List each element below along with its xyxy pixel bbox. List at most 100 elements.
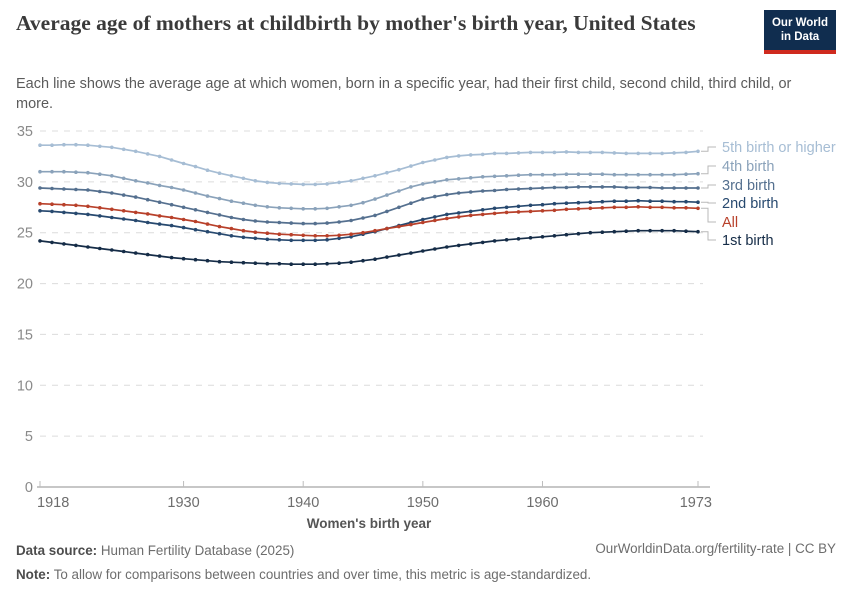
data-point[interactable] bbox=[672, 186, 676, 190]
data-point[interactable] bbox=[397, 224, 401, 229]
data-point[interactable] bbox=[588, 185, 593, 189]
data-point[interactable] bbox=[277, 261, 282, 266]
data-point[interactable] bbox=[325, 234, 329, 238]
data-point[interactable] bbox=[540, 202, 545, 207]
data-point[interactable] bbox=[121, 249, 126, 254]
data-point[interactable] bbox=[492, 211, 497, 216]
data-point[interactable] bbox=[157, 200, 162, 204]
data-point[interactable] bbox=[409, 201, 413, 205]
data-point[interactable] bbox=[157, 154, 162, 159]
data-point[interactable] bbox=[62, 210, 66, 215]
data-point[interactable] bbox=[624, 151, 628, 156]
data-point[interactable] bbox=[145, 181, 150, 185]
data-point[interactable] bbox=[337, 205, 341, 209]
data-point[interactable] bbox=[552, 201, 557, 206]
data-point[interactable] bbox=[456, 177, 461, 181]
data-point[interactable] bbox=[253, 203, 258, 208]
data-point[interactable] bbox=[277, 181, 282, 186]
data-point[interactable] bbox=[456, 211, 461, 215]
data-point[interactable] bbox=[648, 151, 652, 156]
data-point[interactable] bbox=[696, 206, 700, 211]
data-point[interactable] bbox=[241, 217, 246, 222]
data-point[interactable] bbox=[38, 239, 42, 243]
data-point[interactable] bbox=[504, 205, 509, 210]
data-point[interactable] bbox=[205, 168, 210, 172]
data-point[interactable] bbox=[588, 230, 593, 235]
data-point[interactable] bbox=[62, 187, 66, 191]
series-all[interactable] bbox=[38, 201, 700, 238]
data-point[interactable] bbox=[361, 176, 365, 181]
data-point[interactable] bbox=[121, 217, 126, 221]
data-point[interactable] bbox=[445, 245, 449, 249]
data-point[interactable] bbox=[540, 209, 545, 213]
data-point[interactable] bbox=[660, 151, 664, 156]
data-point[interactable] bbox=[217, 171, 222, 175]
legend-label-4th-birth[interactable]: 4th birth bbox=[722, 159, 774, 175]
data-point[interactable] bbox=[433, 247, 437, 251]
data-point[interactable] bbox=[253, 179, 258, 183]
data-point[interactable] bbox=[540, 150, 545, 155]
data-point[interactable] bbox=[648, 199, 652, 203]
data-point[interactable] bbox=[229, 226, 234, 231]
data-point[interactable] bbox=[301, 238, 306, 243]
data-point[interactable] bbox=[540, 235, 545, 239]
data-point[interactable] bbox=[528, 236, 533, 240]
data-point[interactable] bbox=[636, 172, 640, 177]
series-4th-birth[interactable] bbox=[38, 169, 700, 211]
data-point[interactable] bbox=[133, 149, 138, 154]
data-point[interactable] bbox=[86, 204, 90, 209]
data-point[interactable] bbox=[38, 169, 42, 174]
data-point[interactable] bbox=[181, 188, 186, 192]
data-point[interactable] bbox=[612, 172, 617, 177]
data-point[interactable] bbox=[696, 149, 700, 154]
data-point[interactable] bbox=[253, 261, 258, 266]
data-point[interactable] bbox=[492, 188, 497, 193]
data-point[interactable] bbox=[636, 151, 640, 156]
data-point[interactable] bbox=[504, 238, 509, 242]
series-line[interactable] bbox=[39, 199, 699, 242]
data-point[interactable] bbox=[253, 219, 258, 223]
data-point[interactable] bbox=[564, 172, 569, 176]
data-point[interactable] bbox=[684, 229, 688, 233]
data-point[interactable] bbox=[552, 150, 557, 155]
data-point[interactable] bbox=[289, 238, 294, 243]
data-point[interactable] bbox=[289, 232, 294, 237]
data-point[interactable] bbox=[169, 185, 174, 190]
data-point[interactable] bbox=[445, 192, 449, 197]
data-point[interactable] bbox=[169, 223, 174, 228]
data-point[interactable] bbox=[325, 261, 329, 266]
data-point[interactable] bbox=[492, 174, 497, 179]
data-point[interactable] bbox=[660, 205, 664, 210]
data-point[interactable] bbox=[672, 199, 676, 204]
data-point[interactable] bbox=[456, 243, 461, 248]
data-point[interactable] bbox=[456, 215, 461, 219]
data-point[interactable] bbox=[265, 237, 270, 242]
legend-label-1st-birth[interactable]: 1st birth bbox=[722, 233, 774, 249]
data-point[interactable] bbox=[110, 145, 114, 150]
data-point[interactable] bbox=[313, 262, 318, 267]
data-point[interactable] bbox=[397, 167, 401, 172]
data-point[interactable] bbox=[552, 208, 557, 213]
data-point[interactable] bbox=[373, 213, 377, 218]
data-point[interactable] bbox=[684, 186, 688, 190]
data-point[interactable] bbox=[516, 237, 521, 241]
data-point[interactable] bbox=[265, 231, 270, 235]
data-point[interactable] bbox=[86, 170, 90, 175]
data-point[interactable] bbox=[516, 187, 521, 191]
data-point[interactable] bbox=[98, 206, 102, 210]
data-point[interactable] bbox=[456, 191, 461, 195]
data-point[interactable] bbox=[480, 189, 485, 193]
data-point[interactable] bbox=[74, 142, 78, 147]
data-point[interactable] bbox=[241, 235, 246, 240]
data-point[interactable] bbox=[660, 186, 664, 190]
data-point[interactable] bbox=[349, 235, 353, 239]
data-point[interactable] bbox=[98, 214, 102, 218]
data-point[interactable] bbox=[313, 238, 318, 243]
data-point[interactable] bbox=[241, 260, 246, 265]
data-point[interactable] bbox=[672, 206, 676, 210]
data-point[interactable] bbox=[181, 256, 186, 261]
data-point[interactable] bbox=[421, 249, 425, 253]
data-point[interactable] bbox=[409, 164, 413, 168]
data-point[interactable] bbox=[672, 172, 676, 177]
data-point[interactable] bbox=[86, 188, 90, 192]
